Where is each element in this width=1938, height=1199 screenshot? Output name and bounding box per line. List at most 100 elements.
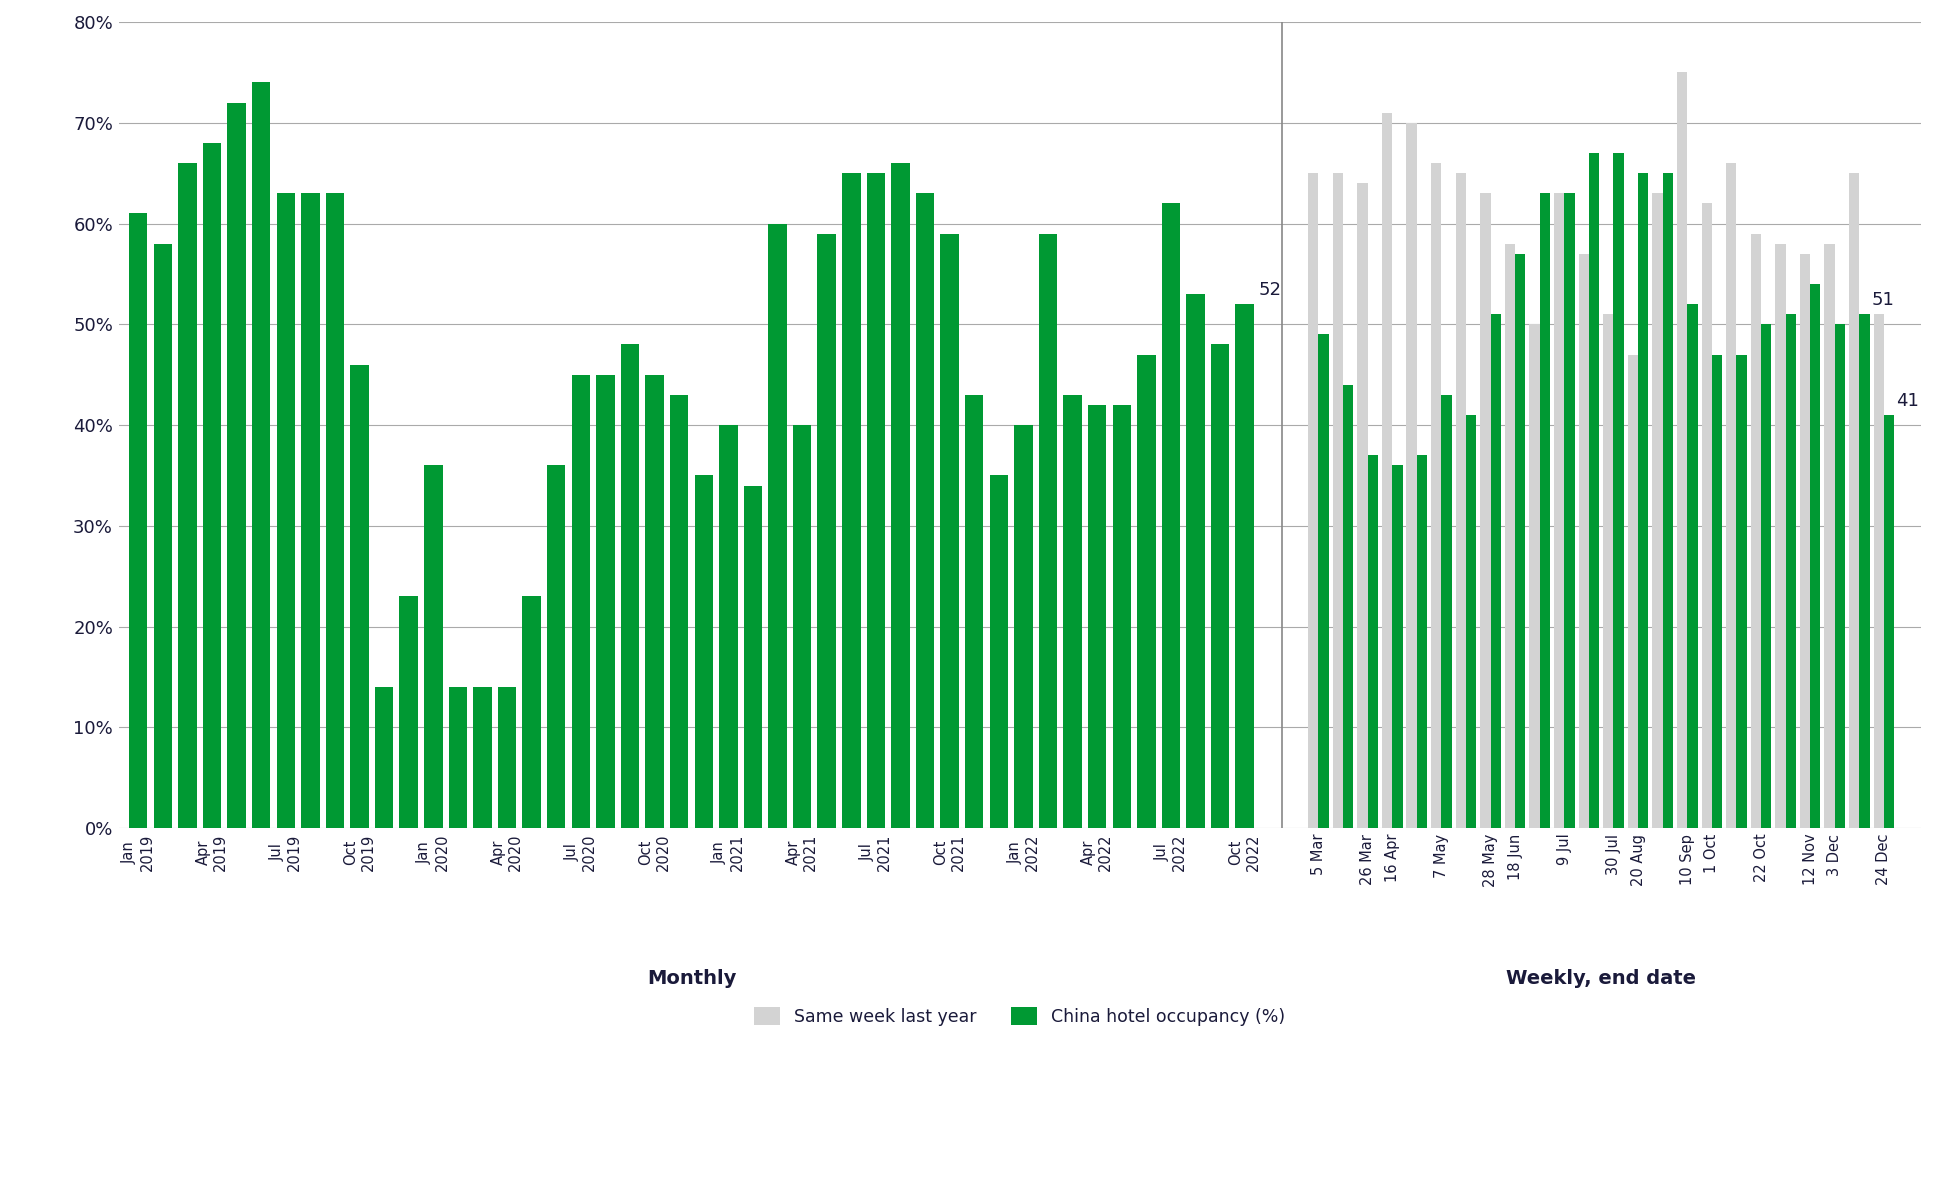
Bar xyxy=(374,687,393,829)
Text: 52: 52 xyxy=(1258,281,1281,299)
Bar xyxy=(1762,324,1771,829)
Bar xyxy=(917,193,934,829)
Bar xyxy=(1589,153,1599,829)
Legend: Same week last year, China hotel occupancy (%): Same week last year, China hotel occupan… xyxy=(748,1000,1293,1034)
Bar xyxy=(1161,204,1180,829)
Bar xyxy=(473,687,492,829)
Bar xyxy=(1874,314,1884,829)
Bar xyxy=(300,193,320,829)
Bar xyxy=(130,213,147,829)
Bar xyxy=(1800,254,1810,829)
Bar xyxy=(1014,426,1033,829)
Bar xyxy=(719,426,738,829)
Bar xyxy=(793,426,812,829)
Bar xyxy=(1186,294,1205,829)
Bar xyxy=(1064,394,1081,829)
Bar xyxy=(1391,465,1403,829)
Bar xyxy=(1235,305,1254,829)
Bar xyxy=(1554,193,1564,829)
Bar xyxy=(1504,243,1516,829)
Bar xyxy=(203,143,221,829)
Bar xyxy=(1357,183,1368,829)
Bar xyxy=(523,596,541,829)
Bar xyxy=(1775,243,1785,829)
Bar xyxy=(1676,72,1688,829)
Bar xyxy=(1579,254,1589,829)
Bar xyxy=(818,234,835,829)
Bar xyxy=(547,465,566,829)
Text: 51: 51 xyxy=(1872,291,1893,309)
Bar xyxy=(1490,314,1500,829)
Bar xyxy=(891,163,909,829)
Bar xyxy=(450,687,467,829)
Bar xyxy=(424,465,442,829)
Bar xyxy=(1727,163,1736,829)
Bar xyxy=(1481,193,1490,829)
Bar xyxy=(1539,193,1550,829)
Bar xyxy=(1211,344,1229,829)
Bar xyxy=(1138,355,1155,829)
Bar xyxy=(1702,204,1711,829)
Bar xyxy=(1333,173,1343,829)
Bar xyxy=(326,193,345,829)
Bar xyxy=(1824,243,1835,829)
Bar xyxy=(1663,173,1672,829)
Bar xyxy=(1516,254,1525,829)
Bar xyxy=(1039,234,1058,829)
Bar xyxy=(1849,173,1859,829)
Bar xyxy=(990,476,1008,829)
Text: Weekly, end date: Weekly, end date xyxy=(1506,969,1696,988)
Bar xyxy=(572,374,589,829)
Bar xyxy=(1112,405,1132,829)
Bar xyxy=(153,243,172,829)
Bar xyxy=(1835,324,1845,829)
Bar xyxy=(1442,394,1452,829)
Bar xyxy=(866,173,886,829)
Bar xyxy=(1368,456,1378,829)
Bar xyxy=(399,596,419,829)
Bar xyxy=(1318,335,1329,829)
Bar xyxy=(252,83,271,829)
Bar xyxy=(694,476,713,829)
Bar xyxy=(965,394,983,829)
Bar xyxy=(1407,122,1417,829)
Bar xyxy=(620,344,640,829)
Bar xyxy=(1465,415,1477,829)
Bar xyxy=(940,234,959,829)
Bar xyxy=(1736,355,1746,829)
Bar xyxy=(767,223,787,829)
Bar xyxy=(1810,284,1820,829)
Bar xyxy=(1529,324,1541,829)
Bar xyxy=(597,374,614,829)
Bar xyxy=(1614,153,1624,829)
Bar xyxy=(351,364,368,829)
Bar xyxy=(1564,193,1574,829)
Bar xyxy=(645,374,665,829)
Bar xyxy=(1750,234,1762,829)
Bar xyxy=(277,193,295,829)
Bar xyxy=(1688,305,1698,829)
Bar xyxy=(1884,415,1893,829)
Text: Monthly: Monthly xyxy=(647,969,736,988)
Bar xyxy=(1087,405,1107,829)
Bar xyxy=(1628,355,1638,829)
Bar xyxy=(1653,193,1663,829)
Bar xyxy=(671,394,688,829)
Bar xyxy=(1343,385,1353,829)
Bar xyxy=(1417,456,1426,829)
Bar xyxy=(1308,173,1318,829)
Bar xyxy=(841,173,860,829)
Bar xyxy=(178,163,196,829)
Bar xyxy=(1455,173,1465,829)
Bar xyxy=(1785,314,1797,829)
Text: 41: 41 xyxy=(1895,392,1919,410)
Bar xyxy=(498,687,516,829)
Bar xyxy=(1711,355,1723,829)
Bar xyxy=(1430,163,1442,829)
Bar xyxy=(1638,173,1649,829)
Bar xyxy=(744,486,762,829)
Bar xyxy=(1603,314,1614,829)
Bar xyxy=(227,103,246,829)
Bar xyxy=(1859,314,1870,829)
Bar xyxy=(1382,113,1391,829)
